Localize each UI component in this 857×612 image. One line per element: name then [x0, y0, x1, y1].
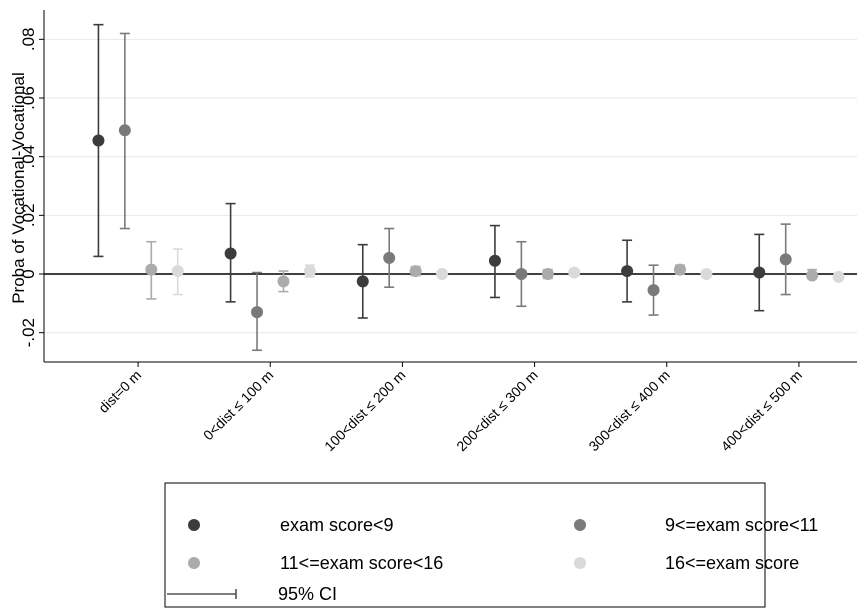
point: [303, 265, 316, 278]
y-tick-label: .04: [19, 145, 38, 169]
point: [832, 270, 845, 283]
point: [171, 265, 184, 278]
point: [251, 306, 264, 319]
legend-marker: [574, 519, 586, 531]
point: [753, 266, 766, 279]
point: [621, 265, 634, 278]
y-tick-label: .08: [19, 28, 38, 52]
point: [118, 124, 131, 137]
point: [673, 263, 686, 276]
point: [806, 269, 819, 282]
point: [92, 134, 105, 147]
point: [409, 265, 422, 278]
legend-label: 9<=exam score<11: [665, 515, 818, 535]
point: [356, 275, 369, 288]
y-tick-label: -.02: [19, 318, 38, 347]
legend-marker: [188, 557, 200, 569]
point: [488, 254, 501, 267]
legend-label: 11<=exam score<16: [280, 553, 443, 573]
legend-label: exam score<9: [280, 515, 394, 535]
legend-marker: [574, 557, 586, 569]
legend-label: 16<=exam score: [665, 553, 799, 573]
legend-label: 95% CI: [278, 584, 337, 604]
point: [541, 268, 554, 280]
point: [224, 247, 237, 260]
point: [145, 263, 158, 276]
point: [779, 253, 792, 266]
y-tick-label: .06: [19, 86, 38, 110]
y-tick-label: .02: [19, 204, 38, 228]
point: [277, 275, 290, 288]
point: [383, 251, 396, 264]
point: [647, 284, 660, 297]
y-axis-label: Proba of Vocational-Vocational: [9, 72, 28, 304]
legend-box: [164, 482, 766, 608]
point: [568, 266, 581, 279]
y-tick-label: 0: [19, 269, 38, 278]
point: [436, 268, 449, 280]
point: [700, 268, 713, 280]
legend-marker: [188, 519, 200, 531]
point: [515, 268, 528, 280]
